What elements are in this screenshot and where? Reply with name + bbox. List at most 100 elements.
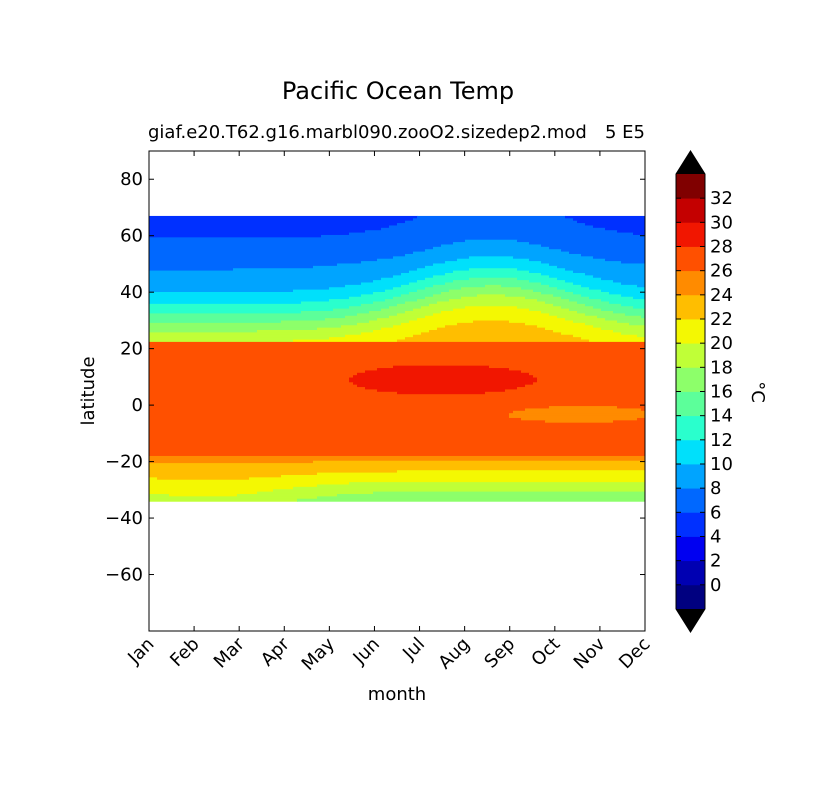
contour-cell bbox=[521, 370, 645, 374]
contour-cell bbox=[293, 486, 645, 490]
contour-cell bbox=[433, 275, 550, 279]
contour-cell bbox=[621, 303, 645, 307]
contour-cell bbox=[549, 263, 645, 267]
contour-cell bbox=[641, 315, 645, 319]
plot-frame bbox=[148, 150, 646, 632]
contour-cell bbox=[373, 491, 645, 495]
contour-cell bbox=[445, 261, 542, 265]
contour-cell bbox=[361, 294, 402, 298]
contour-cell bbox=[461, 296, 526, 300]
contour-cell bbox=[281, 320, 370, 324]
contour-cell bbox=[601, 299, 645, 303]
colorbar-segment bbox=[676, 174, 705, 199]
contour-cell bbox=[565, 318, 606, 322]
contour-cell bbox=[149, 491, 258, 495]
contour-cell bbox=[393, 365, 490, 369]
contour-cell bbox=[517, 306, 562, 310]
colorbar-segment bbox=[676, 584, 705, 610]
contour-cell bbox=[397, 391, 486, 395]
contour-cell bbox=[613, 280, 645, 284]
contour-cell bbox=[149, 360, 645, 364]
colorbar-segment bbox=[676, 488, 705, 513]
contour-cell bbox=[361, 261, 446, 265]
contour-cell bbox=[469, 277, 518, 281]
contour-cell bbox=[417, 318, 566, 322]
contour-cell bbox=[469, 256, 514, 260]
contour-cell bbox=[509, 368, 645, 372]
contour-cell bbox=[149, 318, 326, 322]
x-tick-label: Aug bbox=[434, 634, 474, 674]
contour-cell bbox=[417, 289, 450, 293]
contour-cell bbox=[621, 332, 645, 336]
contour-cell bbox=[509, 415, 645, 419]
contour-cell bbox=[601, 327, 645, 331]
contour-cell bbox=[345, 284, 402, 288]
contour-cell bbox=[521, 287, 558, 291]
contour-cell bbox=[405, 253, 582, 257]
contour-cell bbox=[149, 372, 358, 376]
contour-cell bbox=[485, 391, 645, 395]
x-tick-label: Oct bbox=[527, 634, 564, 671]
contour-cell bbox=[393, 275, 434, 279]
contour-cell bbox=[393, 287, 426, 291]
contour-cell bbox=[577, 311, 614, 314]
contour-cell bbox=[401, 294, 434, 298]
contour-cell bbox=[577, 220, 645, 224]
colorbar-segment bbox=[676, 294, 705, 320]
x-tick-label: Dec bbox=[615, 634, 654, 673]
contour-cell bbox=[393, 256, 470, 260]
y-tick-label: −20 bbox=[105, 452, 143, 473]
contour-cell bbox=[561, 296, 590, 300]
contour-cell bbox=[293, 339, 398, 343]
colorbar-tick-label: 12 bbox=[710, 430, 733, 451]
contour-cell bbox=[641, 408, 645, 412]
contour-cell bbox=[349, 306, 390, 310]
contour-cell bbox=[149, 408, 526, 412]
contour-cell bbox=[453, 308, 530, 312]
contour-cell bbox=[609, 301, 645, 305]
contour-cell bbox=[633, 232, 645, 236]
contour-cell bbox=[565, 289, 602, 293]
contour-cell bbox=[401, 322, 458, 326]
contour-cell bbox=[149, 351, 645, 355]
contour-cell bbox=[349, 379, 538, 383]
contour-cell bbox=[605, 227, 645, 231]
contour-cell bbox=[561, 306, 594, 310]
colorbar-tick-label: 24 bbox=[710, 285, 733, 306]
contour-cell bbox=[149, 436, 645, 440]
contour-cell bbox=[317, 496, 645, 500]
contour-cell bbox=[529, 280, 566, 284]
x-tick-label: May bbox=[298, 633, 339, 674]
contour-cell bbox=[149, 349, 645, 352]
contour-cell bbox=[149, 299, 330, 303]
contour-cell bbox=[617, 406, 645, 410]
contour-cell bbox=[373, 291, 410, 295]
contour-cell bbox=[605, 318, 645, 322]
contour-cell bbox=[637, 417, 645, 421]
contour-cell bbox=[361, 332, 422, 336]
contour-cell bbox=[461, 287, 522, 291]
contour-cell bbox=[529, 242, 645, 246]
contour-cell bbox=[257, 491, 374, 495]
contour-cell bbox=[149, 265, 314, 269]
contour-cell bbox=[149, 467, 645, 471]
contour-cell bbox=[149, 406, 550, 410]
contour-cell bbox=[281, 474, 645, 478]
contour-cell bbox=[569, 299, 602, 303]
contour-cell bbox=[317, 484, 645, 488]
contour-cell bbox=[149, 322, 358, 326]
contour-cell bbox=[149, 477, 158, 481]
chart-subtitle-right: 5 E5 bbox=[605, 122, 645, 143]
contour-cell bbox=[409, 320, 474, 324]
contour-cell bbox=[601, 289, 645, 293]
contour-cell bbox=[413, 334, 574, 338]
contour-cell bbox=[409, 270, 454, 274]
contour-cell bbox=[589, 296, 634, 300]
x-tick-label: Sep bbox=[480, 634, 519, 673]
contour-cell bbox=[573, 218, 645, 222]
colorbar-extend-bottom bbox=[676, 609, 705, 632]
contour-cell bbox=[369, 320, 410, 324]
contour-cell bbox=[453, 280, 530, 284]
contour-cell bbox=[365, 230, 618, 234]
